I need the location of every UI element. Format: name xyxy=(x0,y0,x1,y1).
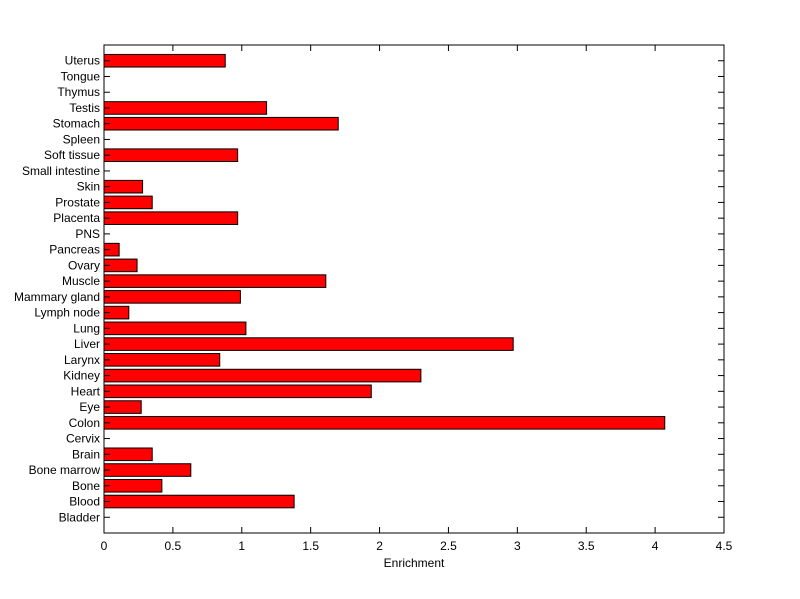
bar-blood xyxy=(103,494,295,509)
y-tick-label: Tongue xyxy=(61,69,101,83)
bar-heart xyxy=(103,384,372,399)
y-tick-label: Thymus xyxy=(57,85,100,99)
bar-stomach xyxy=(103,116,339,131)
y-tick-label: Lung xyxy=(73,321,100,335)
x-tick-label: 2 xyxy=(376,539,383,553)
bar-prostate xyxy=(103,195,153,210)
x-tick-label: 3.5 xyxy=(578,539,595,553)
y-tick-label: PNS xyxy=(75,227,100,241)
bar-uterus xyxy=(103,53,226,68)
y-tick-label: Ovary xyxy=(68,258,100,272)
y-tick-label: Muscle xyxy=(62,274,100,288)
bar-brain xyxy=(103,447,153,462)
bar-bone xyxy=(103,478,163,493)
x-axis-label: Enrichment xyxy=(384,556,445,570)
y-tick-label: Mammary gland xyxy=(14,290,100,304)
x-tick-label: 0 xyxy=(101,539,108,553)
y-tick-label: Eye xyxy=(79,400,100,414)
y-tick-label: Spleen xyxy=(63,132,100,146)
bar-lung xyxy=(103,321,247,336)
bar-liver xyxy=(103,337,514,351)
y-tick-label: Uterus xyxy=(65,54,100,68)
x-tick-label: 3 xyxy=(514,539,521,553)
y-tick-label: Soft tissue xyxy=(44,148,100,162)
bar-kidney xyxy=(103,368,422,383)
x-tick-label: 4 xyxy=(652,539,659,553)
y-tick-label: Small intestine xyxy=(22,164,100,178)
bar-mammary-gland xyxy=(103,290,241,304)
y-tick-label: Lymph node xyxy=(34,306,100,320)
y-tick-label: Colon xyxy=(69,416,100,430)
y-tick-label: Larynx xyxy=(64,353,100,367)
y-tick-label: Blood xyxy=(69,495,100,509)
x-tick-label: 1 xyxy=(238,539,245,553)
y-tick-label: Bone xyxy=(72,479,100,493)
y-tick-label: Brain xyxy=(72,447,100,461)
x-tick-label: 0.5 xyxy=(165,539,182,553)
y-tick-label: Pancreas xyxy=(49,243,100,257)
y-tick-label: Liver xyxy=(74,337,100,351)
y-tick-label: Stomach xyxy=(53,117,100,131)
bar-colon xyxy=(103,416,666,430)
y-tick-label: Heart xyxy=(71,384,101,398)
bar-muscle xyxy=(103,274,327,288)
x-tick-label: 4.5 xyxy=(716,539,733,553)
bar-soft-tissue xyxy=(103,148,239,162)
x-axis-ticks: 0 0.5 1 1.5 2 2.5 3 3.5 4 4.5 xyxy=(101,45,733,553)
y-tick-label: Kidney xyxy=(63,369,100,383)
x-tick-label: 2.5 xyxy=(440,539,457,553)
bar-bone-marrow xyxy=(103,463,192,477)
y-tick-label: Testis xyxy=(69,101,100,115)
y-tick-label: Skin xyxy=(77,180,100,194)
bar-testis xyxy=(103,101,268,115)
y-tick-label: Bladder xyxy=(59,510,100,524)
x-tick-label: 1.5 xyxy=(302,539,319,553)
y-tick-label: Bone marrow xyxy=(29,463,101,477)
y-tick-label: Prostate xyxy=(55,195,100,209)
y-tick-label: Cervix xyxy=(66,432,100,446)
y-tick-label: Placenta xyxy=(53,211,100,225)
bar-larynx xyxy=(103,353,221,367)
bar-placenta xyxy=(103,211,239,225)
plot-frame xyxy=(103,44,725,534)
